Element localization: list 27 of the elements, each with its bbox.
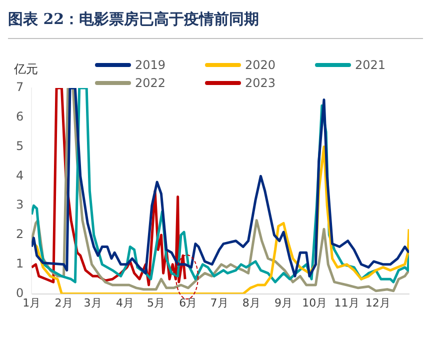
x-tick-label: 3月 <box>84 296 102 310</box>
x-tick-label: 8月 <box>242 296 260 310</box>
legend-label: 2023 <box>245 76 276 90</box>
x-tick-label: 7月 <box>210 296 228 310</box>
y-tick-label: 3 <box>16 198 24 212</box>
x-tick-label: 11月 <box>334 296 360 310</box>
y-tick-label: 5 <box>16 138 24 153</box>
legend-label: 2022 <box>135 76 166 90</box>
legend-label: 2020 <box>245 58 276 72</box>
y-tick-label: 0 <box>16 286 24 300</box>
x-tick-label: 10月 <box>302 296 328 310</box>
legend-label: 2021 <box>355 58 386 72</box>
legend-label: 2019 <box>135 58 166 72</box>
x-tick-label: 12月 <box>365 296 390 310</box>
y-axis-title: 亿元 <box>13 62 38 76</box>
x-tick-label: 5月 <box>147 296 166 310</box>
x-tick-label: 1月 <box>22 296 41 310</box>
x-tick-label: 9月 <box>274 296 293 310</box>
y-tick-label: 1 <box>16 256 24 271</box>
y-tick-label: 7 <box>16 80 24 94</box>
y-tick-label: 2 <box>16 227 24 242</box>
chart-title: 图表 22：电影票房已高于疫情前同期 <box>8 10 260 29</box>
x-tick-label: 4月 <box>116 296 134 310</box>
x-tick-label: 6月 <box>179 296 198 310</box>
y-tick-label: 4 <box>16 168 24 182</box>
y-tick-label: 6 <box>16 110 24 124</box>
x-tick-label: 2月 <box>54 296 73 310</box>
